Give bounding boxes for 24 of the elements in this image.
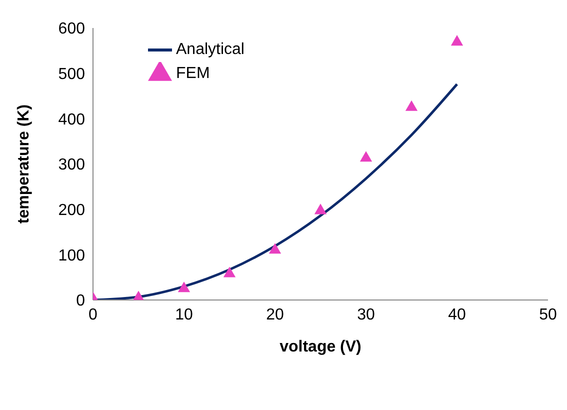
point — [405, 100, 418, 111]
y-tick-label: 400 — [58, 111, 86, 128]
point — [450, 35, 464, 46]
y-tick-label: 0 — [76, 292, 86, 310]
x-tick-label: 20 — [266, 306, 284, 324]
y-tick-label: 100 — [58, 247, 86, 264]
point — [360, 151, 372, 162]
x-tick-label: 30 — [357, 306, 375, 324]
x-tick-label: 40 — [448, 306, 466, 324]
x-axis-title: voltage (V) — [280, 338, 362, 356]
point — [268, 243, 282, 254]
point — [223, 266, 236, 278]
x-tick-label: 10 — [175, 306, 193, 324]
y-axis-title: temperature (K) — [16, 104, 33, 224]
y-tick-label: 500 — [58, 66, 86, 84]
point — [178, 282, 190, 292]
legend-label: Analytical — [176, 41, 244, 58]
y-tick-label: 600 — [58, 20, 86, 38]
legend-label: FEM — [176, 65, 210, 82]
point — [314, 204, 327, 214]
x-tick-label: 0 — [88, 306, 98, 324]
y-tick-label: 200 — [58, 202, 86, 220]
x-tick-label: 50 — [539, 306, 557, 324]
y-tick-label: 300 — [58, 156, 86, 174]
